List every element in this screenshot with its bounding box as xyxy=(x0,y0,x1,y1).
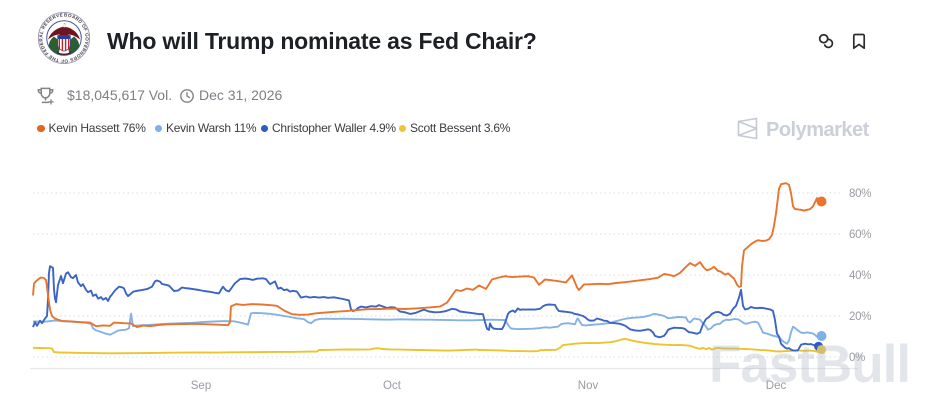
svg-text:Sep: Sep xyxy=(191,380,211,392)
svg-text:Dec: Dec xyxy=(766,380,787,392)
svg-text:20%: 20% xyxy=(849,311,871,323)
svg-text:80%: 80% xyxy=(849,188,871,200)
svg-text:Oct: Oct xyxy=(383,380,402,392)
svg-text:40%: 40% xyxy=(849,270,871,282)
svg-text:0%: 0% xyxy=(849,352,865,364)
svg-text:Nov: Nov xyxy=(578,380,599,392)
svg-text:60%: 60% xyxy=(849,229,871,241)
